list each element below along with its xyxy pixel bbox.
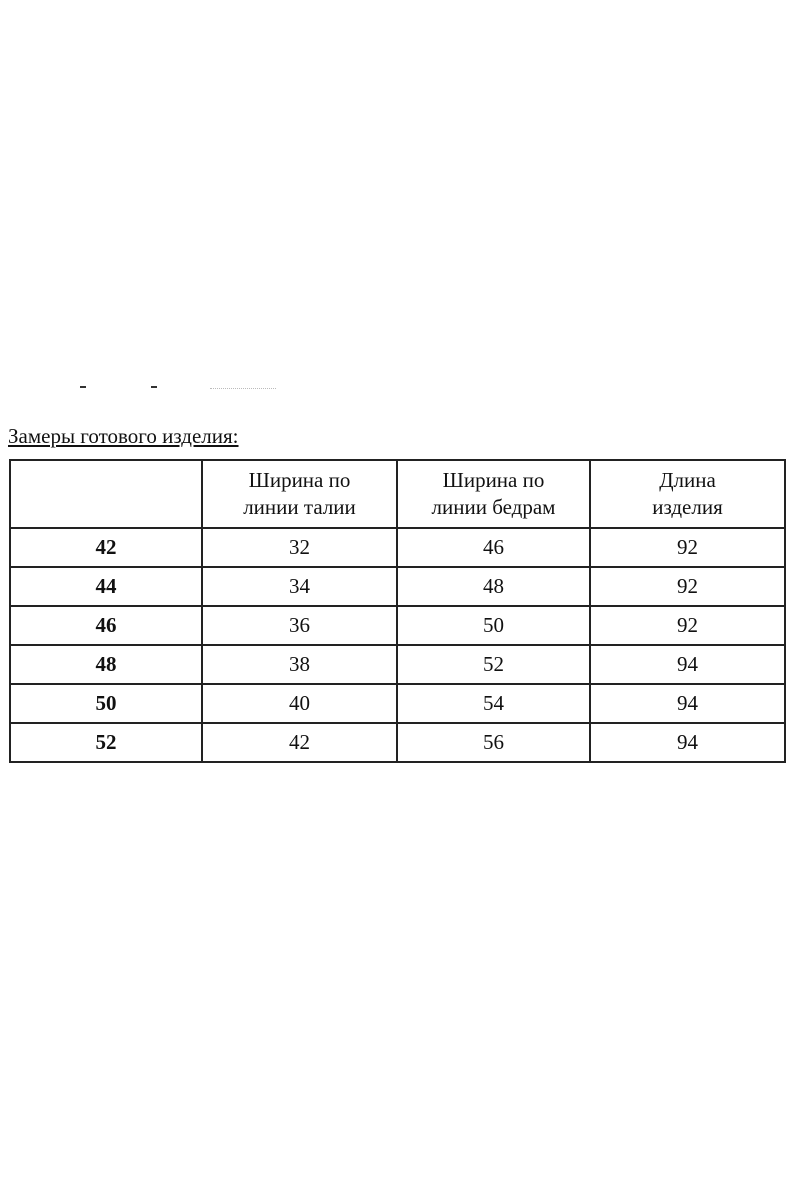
column-header [9, 459, 203, 529]
column-header-line: линии бедрам [431, 495, 556, 519]
table-row: 46 36 50 92 [9, 605, 786, 646]
column-header: Ширина по линии бедрам [396, 459, 591, 529]
column-header-line: Длина [659, 468, 716, 492]
column-header-line: линии талии [243, 495, 356, 519]
decorative-marks [0, 380, 400, 400]
table-row: 42 32 46 92 [9, 527, 786, 568]
column-header-line: изделия [652, 495, 723, 519]
size-cell: 46 [9, 605, 203, 646]
page-title: Замеры готового изделия: [8, 424, 239, 448]
dash-mark [151, 386, 157, 388]
value-cell: 36 [201, 605, 398, 646]
value-cell: 94 [589, 644, 786, 685]
size-cell: 48 [9, 644, 203, 685]
value-cell: 42 [201, 722, 398, 763]
dash-mark [80, 386, 86, 388]
column-header: Длина изделия [589, 459, 786, 529]
value-cell: 38 [201, 644, 398, 685]
value-cell: 32 [201, 527, 398, 568]
value-cell: 34 [201, 566, 398, 607]
value-cell: 40 [201, 683, 398, 724]
table-row: 52 42 56 94 [9, 722, 786, 763]
column-header-line: Ширина по [442, 468, 545, 492]
table-header-row: Ширина по линии талии Ширина по линии бедра… [9, 459, 786, 529]
value-cell: 52 [396, 644, 591, 685]
value-cell: 50 [396, 605, 591, 646]
value-cell: 92 [589, 605, 786, 646]
value-cell: 48 [396, 566, 591, 607]
column-header-line: Ширина по [248, 468, 351, 492]
table-row: 50 40 54 94 [9, 683, 786, 724]
value-cell: 92 [589, 527, 786, 568]
dotted-line [210, 388, 276, 389]
size-cell: 52 [9, 722, 203, 763]
table-row: 48 38 52 94 [9, 644, 786, 685]
measurements-table: Ширина по линии талии Ширина по линии бедра… [9, 459, 786, 763]
value-cell: 94 [589, 683, 786, 724]
value-cell: 94 [589, 722, 786, 763]
size-cell: 50 [9, 683, 203, 724]
value-cell: 56 [396, 722, 591, 763]
table-row: 44 34 48 92 [9, 566, 786, 607]
value-cell: 46 [396, 527, 591, 568]
size-cell: 42 [9, 527, 203, 568]
size-cell: 44 [9, 566, 203, 607]
value-cell: 54 [396, 683, 591, 724]
value-cell: 92 [589, 566, 786, 607]
column-header: Ширина по линии талии [201, 459, 398, 529]
